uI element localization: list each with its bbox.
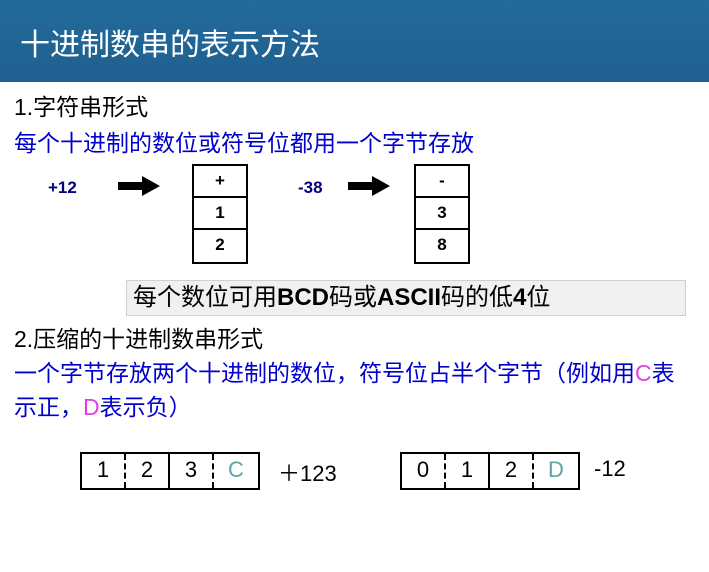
byte-cell: 3 bbox=[416, 198, 468, 230]
nibble-cell: 2 bbox=[490, 454, 534, 488]
byte-cell: - bbox=[416, 166, 468, 198]
nibble-cell: 0 bbox=[402, 454, 446, 488]
section1-desc: 每个十进制的数位或符号位都用一个字节存放 bbox=[14, 124, 474, 158]
byte-cell: 1 bbox=[194, 198, 246, 230]
slide-content: 1.字符串形式 每个十进制的数位或符号位都用一个字节存放 +12 + 1 2 -… bbox=[0, 82, 709, 572]
desc-sign-neg: D bbox=[83, 394, 100, 420]
desc-text: 表示负） bbox=[100, 394, 192, 420]
byte-cell: 8 bbox=[416, 230, 468, 262]
note-bold: 4 bbox=[513, 284, 526, 311]
nibble-cell: 1 bbox=[446, 454, 490, 488]
nibble-cell: 3 bbox=[170, 454, 214, 488]
arrow-right-icon bbox=[118, 176, 160, 196]
arrow-right-icon bbox=[348, 176, 390, 196]
example2-label: -38 bbox=[298, 178, 323, 198]
note-text: 每个数位可用 bbox=[133, 284, 277, 311]
example1-bytes: + 1 2 bbox=[192, 164, 248, 264]
nibble-cell: 1 bbox=[82, 454, 126, 488]
section1-note: 每个数位可用BCD码或ASCII码的低4位 bbox=[126, 280, 686, 316]
byte-cell: + bbox=[194, 166, 246, 198]
section2-desc: 一个字节存放两个十进制的数位，符号位占半个字节（例如用C表示正，D表示负） bbox=[14, 356, 694, 424]
note-text: 码或 bbox=[329, 284, 377, 311]
byte-cell: 2 bbox=[194, 230, 246, 262]
note-bold: BCD bbox=[277, 284, 329, 311]
desc-sign-pos: C bbox=[635, 360, 652, 386]
note-text: 码的低 bbox=[441, 284, 513, 311]
section2-heading: 2.压缩的十进制数串形式 bbox=[14, 320, 263, 354]
packed2-nibbles: 0 1 2 D bbox=[400, 452, 580, 490]
nibble-cell: 2 bbox=[126, 454, 170, 488]
example2-bytes: - 3 8 bbox=[414, 164, 470, 264]
slide-title: 十进制数串的表示方法 bbox=[20, 29, 320, 62]
note-bold: ASCII bbox=[377, 284, 441, 311]
nibble-sign: D bbox=[534, 454, 578, 488]
desc-text: 一个字节存放两个十进制的数位，符号位占半个字节（例如用 bbox=[14, 360, 635, 386]
note-text: 位 bbox=[526, 284, 550, 311]
nibble-sign: C bbox=[214, 454, 258, 488]
slide-header: 十进制数串的表示方法 bbox=[0, 0, 709, 82]
example1-label: +12 bbox=[48, 178, 77, 198]
packed1-nibbles: 1 2 3 C bbox=[80, 452, 260, 490]
packed1-label: ＋123 bbox=[278, 456, 337, 488]
packed2-label: -12 bbox=[594, 456, 626, 482]
section1-heading: 1.字符串形式 bbox=[14, 88, 148, 122]
